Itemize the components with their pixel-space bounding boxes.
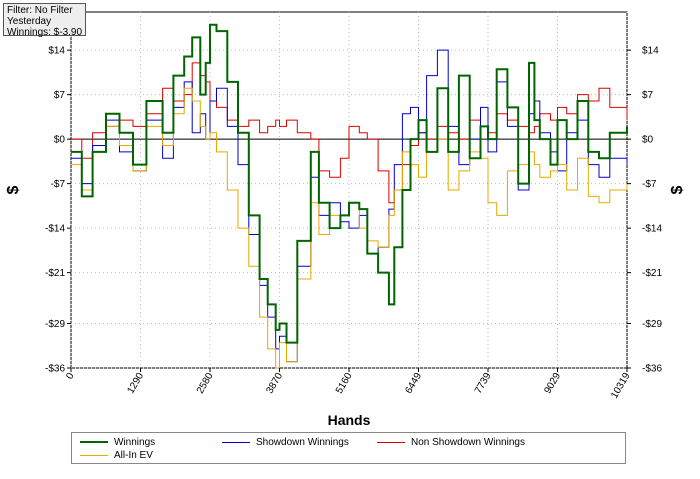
y-tick-label-right: -$21 <box>642 268 662 279</box>
y-tick-label-right: -$14 <box>642 224 662 235</box>
y-tick-label-right: $0 <box>642 135 654 146</box>
y-tick-label-left: -$36 <box>45 364 65 375</box>
x-tick-label: 10319 <box>609 371 633 401</box>
legend-swatch-showdown <box>222 441 250 443</box>
legend-label-winnings: Winnings <box>114 437 156 448</box>
legend-item-showdown: Showdown Winnings <box>222 437 349 449</box>
x-tick-label: 5160 <box>334 371 355 396</box>
filter-label: Filter: No Filter <box>7 5 73 16</box>
legend-swatch-non-showdown <box>377 441 405 443</box>
legend-swatch-allin-ev <box>80 454 108 456</box>
x-axis-title: Hands <box>328 412 371 428</box>
y-tick-label-left: -$14 <box>45 224 65 235</box>
legend-swatch-winnings <box>80 441 108 444</box>
period-label: Yesterday <box>7 16 52 27</box>
y-tick-label-right: $14 <box>642 46 659 57</box>
legend-label-non-showdown: Non Showdown Winnings <box>411 437 525 448</box>
filter-info-box: Filter: No Filter Yesterday Winnings: $-… <box>3 3 86 38</box>
legend-label-showdown: Showdown Winnings <box>256 437 349 448</box>
y-tick-label-left: $0 <box>54 135 66 146</box>
series-layer <box>71 23 628 369</box>
y-axis-right: $14 $7 $0 -$7 -$14 -$21 -$29 -$36 <box>627 46 662 375</box>
legend-item-non-showdown: Non Showdown Winnings <box>377 437 525 449</box>
series-line-winnings <box>71 23 628 344</box>
legend-item-allin-ev: All-In EV <box>80 450 153 462</box>
y-tick-label-right: -$29 <box>642 319 662 330</box>
x-tick-label: 9029 <box>542 371 563 396</box>
x-tick-label: 0 <box>64 371 77 382</box>
x-tick-label: 6449 <box>403 371 424 396</box>
x-axis: 0 1290 2580 3870 5160 6449 7739 9029 10319 <box>64 368 633 401</box>
winnings-label: Winnings: $-3.90 <box>7 27 83 38</box>
y-tick-label-right: -$7 <box>642 179 657 190</box>
series-line-all-in-ev <box>71 87 628 369</box>
legend: Winnings Showdown Winnings Non Showdown … <box>71 432 626 464</box>
legend-item-winnings: Winnings <box>80 437 155 449</box>
legend-label-allin-ev: All-In EV <box>114 450 153 461</box>
y-tick-label-left: -$7 <box>51 179 66 190</box>
plot-area <box>70 11 628 369</box>
y-tick-label-right: $7 <box>642 90 654 101</box>
y-axis-left: $14 $7 $0 -$7 -$14 -$21 -$29 -$36 <box>45 46 71 375</box>
x-tick-label: 2580 <box>195 371 216 396</box>
y-axis-title-left: $ <box>5 185 22 194</box>
x-tick-label: 3870 <box>264 371 285 396</box>
y-tick-label-left: -$21 <box>45 268 65 279</box>
y-tick-label-left: -$29 <box>45 319 65 330</box>
y-tick-label-left: $7 <box>54 90 66 101</box>
y-tick-label-left: $14 <box>48 46 65 57</box>
y-axis-title-right: $ <box>669 185 686 194</box>
y-tick-label-right: -$36 <box>642 364 662 375</box>
x-tick-label: 1290 <box>125 371 146 396</box>
x-tick-label: 7739 <box>473 371 494 396</box>
